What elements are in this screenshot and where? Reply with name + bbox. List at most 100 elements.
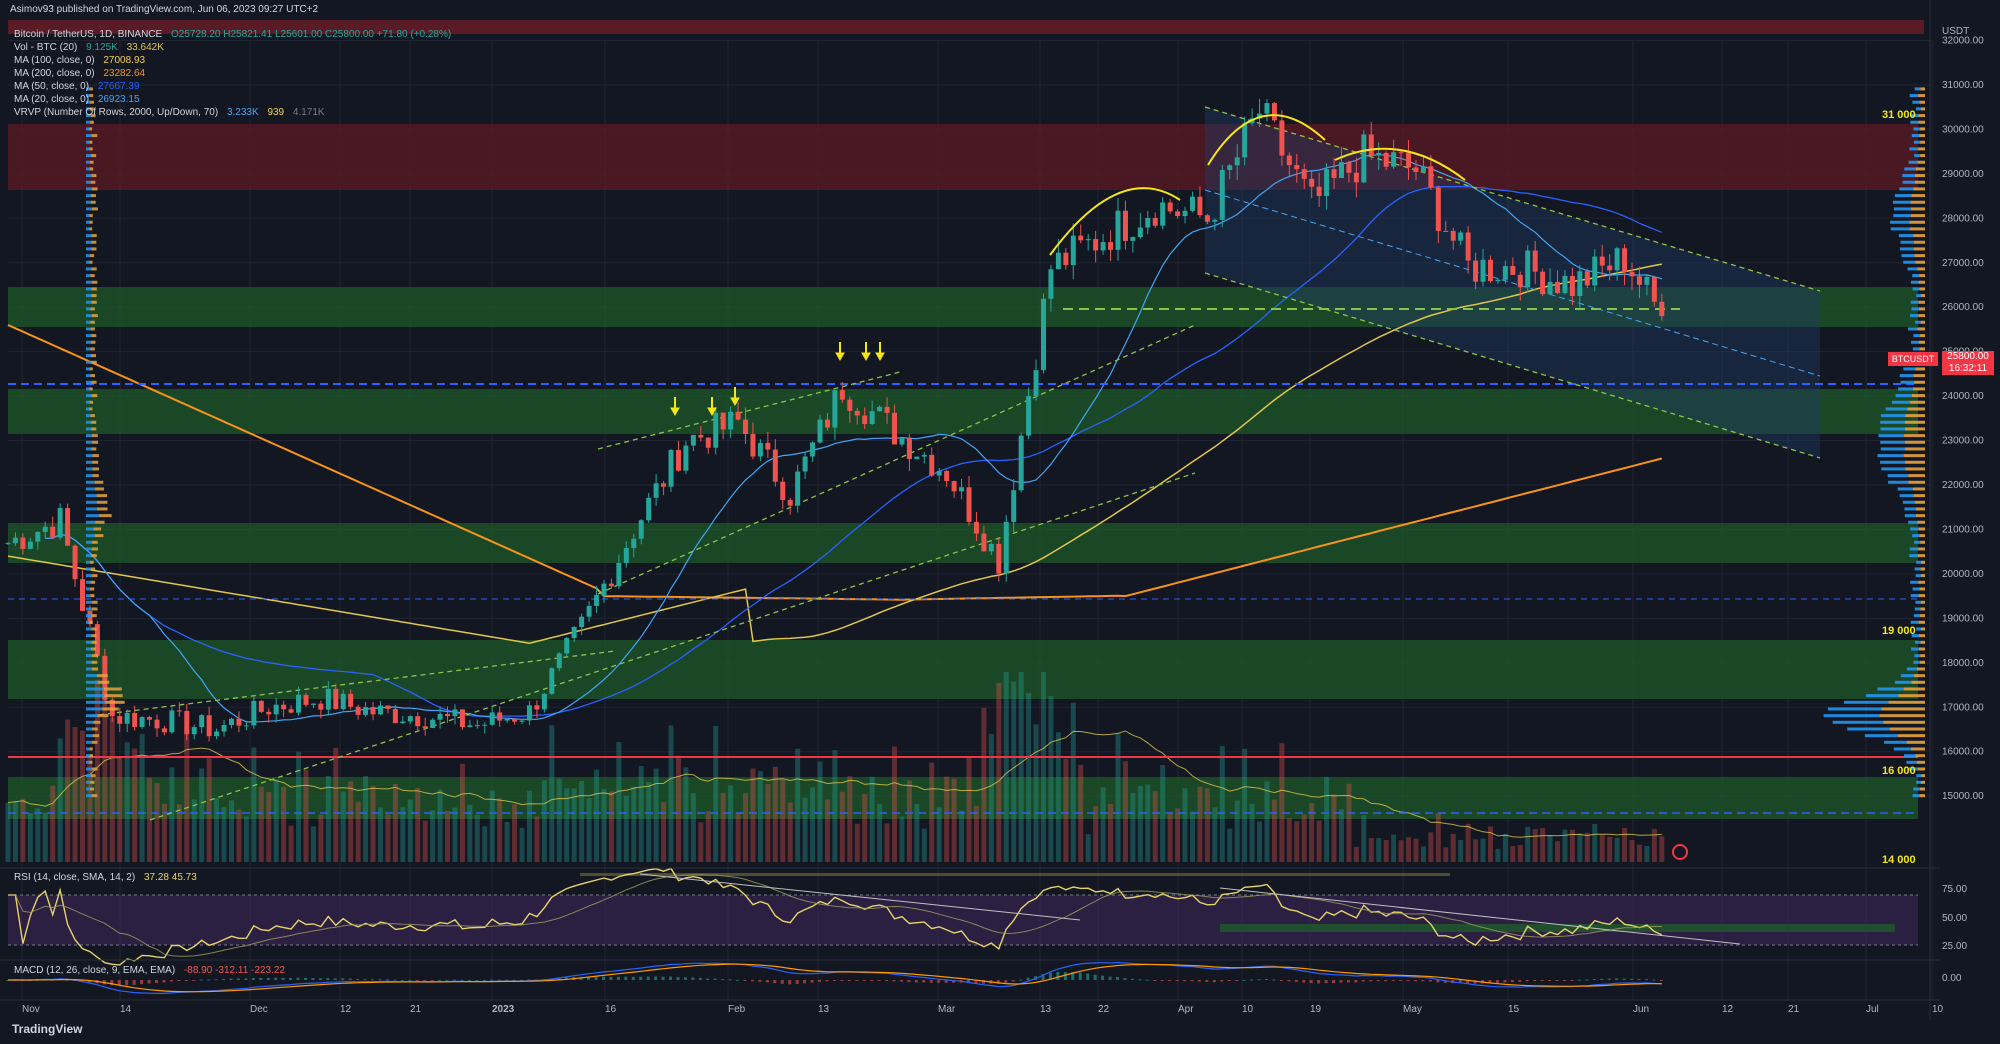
vrvp-down-bar (1910, 200, 1925, 204)
macd-hist-bar (497, 979, 501, 981)
candle-body (728, 411, 734, 430)
volume-bar (1204, 788, 1210, 862)
vrvp-left-down-bar (90, 327, 95, 331)
macd-hist-bar (631, 976, 635, 980)
vrvp-left-up-bar (86, 774, 91, 778)
candle-body (1413, 167, 1419, 172)
vrvp-up-bar (1880, 460, 1905, 464)
vrvp-down-bar (1919, 134, 1925, 138)
macd-hist-bar (505, 979, 509, 981)
vrvp-left-up-bar (86, 214, 90, 218)
legend-ma100[interactable]: MA (100, close, 0) 27008.93 (14, 55, 146, 66)
macd-hist-bar (222, 978, 226, 980)
vrvp-left-down-bar (89, 620, 93, 624)
candle-body (899, 437, 905, 445)
volume-bar (482, 826, 488, 862)
legend-ma20[interactable]: MA (20, close, 0) 26923.15 (14, 94, 140, 105)
vrvp-up-bar (1912, 534, 1920, 538)
macd-hist-bar (1101, 975, 1105, 980)
macd-hist-bar (318, 978, 322, 980)
vrvp-left-down-bar (90, 354, 96, 358)
legend-ma50[interactable]: MA (50, close, 0) 27667.39 (14, 81, 140, 92)
candle-body (1420, 166, 1426, 172)
volume-bar (117, 758, 123, 862)
volume-bar (94, 679, 100, 862)
volume-bar (1361, 815, 1367, 862)
macd-hist-bar (296, 977, 300, 980)
vrvp-left-up-bar (86, 687, 104, 691)
vrvp-up-bar (1827, 707, 1882, 711)
volume-bar (1577, 833, 1583, 862)
vrvp-left-up-bar (86, 727, 92, 731)
macd-hist-bar (1585, 979, 1589, 981)
candle-body (854, 410, 860, 416)
candle-body (385, 705, 391, 709)
vrvp-left-up-bar (86, 387, 90, 391)
volume-bar (1510, 846, 1516, 862)
candle-body (862, 415, 868, 424)
macd-hist-bar (713, 978, 717, 980)
legend-volume[interactable]: Vol - BTC (20) 9.125K 33.642K (14, 42, 164, 53)
vrvp-up-bar (1898, 234, 1914, 238)
macd-hist-bar (996, 980, 1000, 984)
volume-bar (832, 750, 838, 862)
volume-bar (720, 792, 726, 862)
vrvp-left-up-bar (86, 207, 92, 211)
macd-hist-bar (65, 979, 69, 981)
volume-bar (1458, 839, 1464, 862)
volume-bar (303, 769, 309, 862)
macd-hist-bar (6, 980, 9, 981)
volume-bar (147, 777, 153, 862)
vrvp-left-up-bar (86, 694, 105, 698)
macd-hist-bar (639, 976, 643, 980)
candle-body (1659, 301, 1665, 317)
tradingview-logo[interactable]: TradingView (12, 1022, 83, 1036)
volume-bar (601, 788, 607, 862)
vrvp-left-down-bar (91, 314, 98, 318)
candle-body (1115, 210, 1121, 250)
vrvp-left-up-bar (86, 480, 95, 484)
candle-body (936, 470, 942, 476)
volume-bar (161, 803, 167, 862)
volume-bar (474, 814, 480, 862)
macd-hist-bar (1510, 980, 1514, 983)
volume-bar (519, 827, 525, 862)
vrvp-left-up-bar (86, 794, 92, 798)
volume-bar (1137, 785, 1143, 862)
candle-body (1234, 157, 1240, 166)
vrvp-up-bar (1887, 474, 1909, 478)
legend-ma200[interactable]: MA (200, close, 0) 23282.64 (14, 68, 146, 79)
vrvp-left-up-bar (86, 614, 92, 618)
macd-hist-bar (371, 979, 375, 981)
volume-bar (526, 790, 532, 862)
vrvp-left-down-bar (102, 707, 119, 711)
vrvp-down-bar (1913, 234, 1925, 238)
macd-legend[interactable]: MACD (12, 26, close, 9, EMA, EMA) -88.90… (14, 965, 285, 976)
legend-symbol-row[interactable]: Bitcoin / TetherUS, 1D, BINANCE O25728.2… (14, 28, 457, 41)
vrvp-up-bar (1913, 660, 1920, 664)
price-tick-label: 22000.00 (1942, 480, 1984, 491)
volume-bar (1189, 811, 1195, 862)
volume-bar (20, 798, 26, 862)
candle-body (355, 706, 361, 715)
time-tick-label: 22 (1098, 1004, 1110, 1015)
volume-bar (243, 816, 249, 862)
legend-vrvp[interactable]: VRVP (Number Of Rows, 2000, Up/Down, 70)… (14, 107, 325, 118)
volume-bar (1279, 743, 1285, 862)
macd-hist-bar (1391, 980, 1395, 982)
rsi-legend[interactable]: RSI (14, close, SMA, 14, 2) 37.28 45.73 (14, 872, 197, 883)
vrvp-down-bar (1920, 87, 1925, 91)
macd-hist-bar (1637, 979, 1641, 981)
price-tick-label: 17000.00 (1942, 702, 1984, 713)
volume-bar (102, 672, 108, 862)
volume-bar (124, 742, 130, 862)
price-tick-label: 32000.00 (1942, 36, 1984, 47)
vrvp-up-bar (1894, 680, 1912, 684)
time-axis[interactable]: Nov 14 Dec 12 21 2023 16 Feb 13 Mar 13 22 Apr 10 19 May… (22, 1004, 1944, 1015)
candle-body (236, 718, 242, 726)
macd-hist-bar (832, 980, 836, 981)
time-tick-label: 15 (1508, 1004, 1520, 1015)
vrvp-left-down-bar (91, 640, 97, 644)
vrvp-up-bar (1893, 747, 1911, 751)
